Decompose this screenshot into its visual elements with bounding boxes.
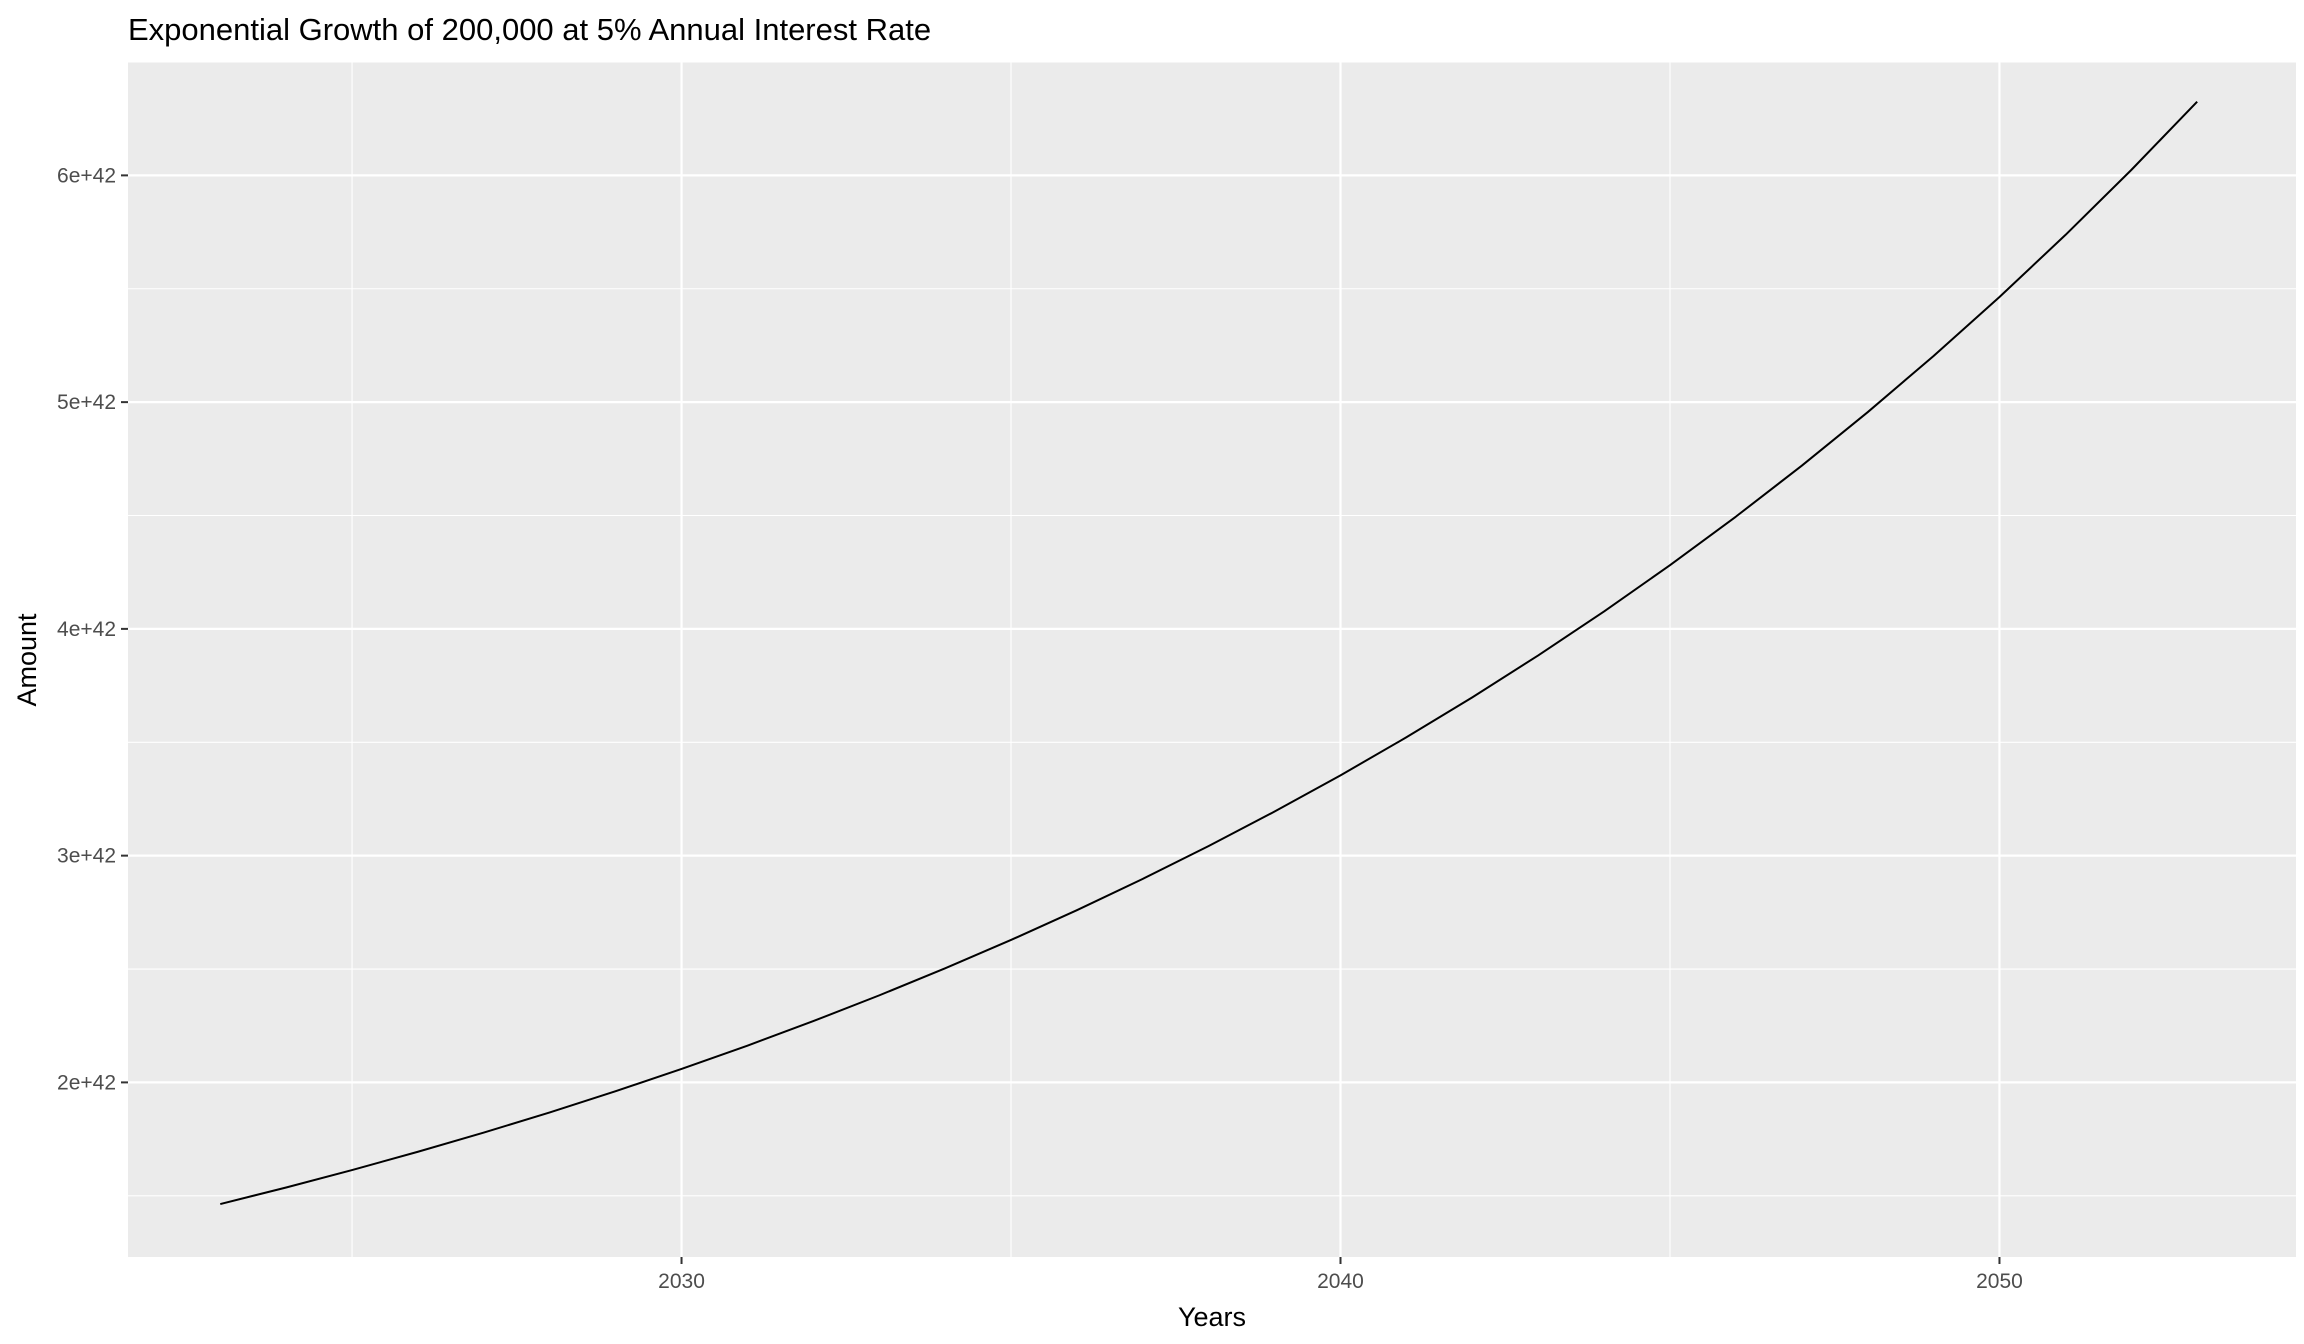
plot-panel: [128, 62, 2296, 1257]
series-line: [220, 101, 2198, 1206]
x-tick-label: 2030: [658, 1270, 705, 1293]
y-tick-label: 4e+42: [57, 618, 116, 641]
y-tick-label: 3e+42: [57, 845, 116, 868]
y-tick-label: 6e+42: [57, 164, 116, 187]
y-axis-title: Amount: [12, 613, 42, 707]
minor-gridlines-x: [351, 62, 1671, 1257]
x-axis: 2030 2040 2050: [658, 1257, 2023, 1293]
x-tick-label: 2050: [1976, 1270, 2023, 1293]
y-tick-label: 2e+42: [57, 1071, 116, 1094]
major-gridlines-x: [680, 62, 2001, 1257]
x-axis-title: Years: [1178, 1302, 1246, 1332]
chart-title: Exponential Growth of 200,000 at 5% Annu…: [128, 12, 931, 47]
y-axis: 2e+42 3e+42 4e+42 5e+42 6e+42: [57, 164, 128, 1094]
series-layer: [220, 101, 2198, 1206]
major-gridlines-y: [128, 174, 2296, 1084]
minor-gridlines-y: [128, 61, 2296, 1197]
x-tick-label: 2040: [1317, 1270, 1364, 1293]
y-tick-label: 5e+42: [57, 391, 116, 414]
